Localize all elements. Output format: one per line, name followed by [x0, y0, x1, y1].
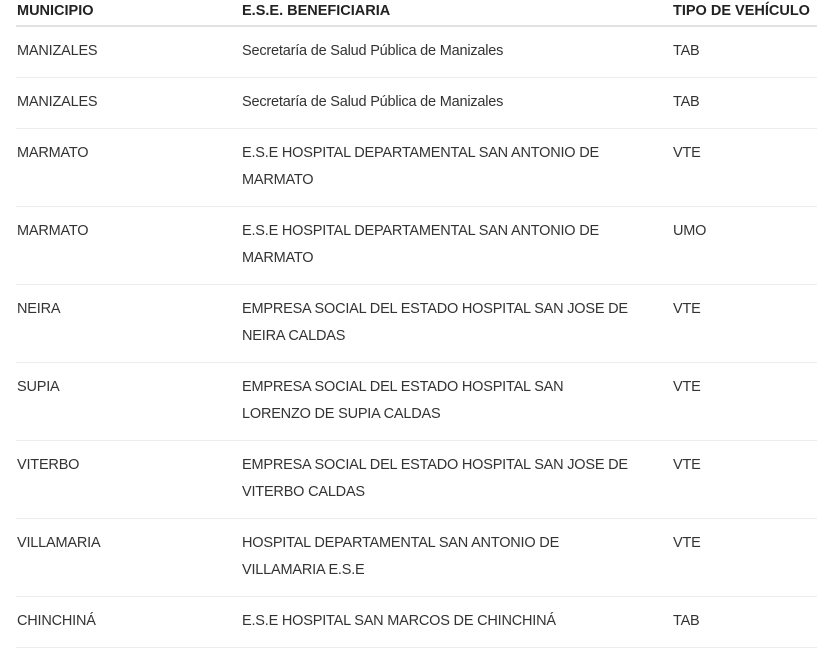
cell-municipio: CHINCHINÁ — [16, 596, 241, 648]
cell-tipo-vehiculo: VTE — [672, 128, 817, 207]
cell-tipo-vehiculo: VTE — [672, 440, 817, 519]
cell-municipio: SUPIA — [16, 362, 241, 441]
beneficiaria-line: NEIRA CALDAS — [242, 328, 346, 344]
beneficiaria-line: EMPRESA SOCIAL DEL ESTADO HOSPITAL SAN — [242, 379, 564, 395]
cell-tipo-vehiculo: VTE — [672, 362, 817, 441]
cell-tipo-vehiculo: TAB — [672, 77, 817, 129]
cell-municipio: MANIZALES — [16, 77, 241, 129]
cell-beneficiaria: EMPRESA SOCIAL DEL ESTADO HOSPITAL SAN LO… — [241, 362, 672, 441]
cell-tipo-vehiculo: TAB — [672, 26, 817, 78]
cell-municipio: VITERBO — [16, 440, 241, 519]
cell-municipio: MARMATO — [16, 128, 241, 207]
table-row: NEIRA EMPRESA SOCIAL DEL ESTADO HOSPITAL … — [16, 284, 817, 363]
cell-beneficiaria: HOSPITAL DEPARTAMENTAL SAN ANTONIO DE VIL… — [241, 518, 672, 597]
table-row: MANIZALES Secretaría de Salud Pública de … — [16, 26, 817, 78]
table-row: VITERBO EMPRESA SOCIAL DEL ESTADO HOSPITA… — [16, 440, 817, 519]
beneficiaria-line: E.S.E HOSPITAL DEPARTAMENTAL SAN ANTONIO… — [242, 223, 599, 239]
cell-beneficiaria: E.S.E HOSPITAL DEPARTAMENTAL SAN ANTONIO… — [241, 206, 672, 285]
beneficiaria-line: E.S.E HOSPITAL SAN MARCOS DE CHINCHINÁ — [242, 613, 556, 629]
cell-municipio: MANIZALES — [16, 26, 241, 78]
beneficiaria-line: E.S.E HOSPITAL DEPARTAMENTAL SAN ANTONIO… — [242, 145, 599, 161]
beneficiaria-line: MARMATO — [242, 172, 314, 188]
cell-beneficiaria: E.S.E HOSPITAL DEPARTAMENTAL SAN ANTONIO… — [241, 128, 672, 207]
table-row: VILLAMARIA HOSPITAL DEPARTAMENTAL SAN ANT… — [16, 518, 817, 597]
table-header-row: MUNICIPIO E.S.E. BENEFICIARIA TIPO DE VE… — [16, 0, 817, 27]
cell-tipo-vehiculo: UMO — [672, 206, 817, 285]
table-row: MARMATO E.S.E HOSPITAL DEPARTAMENTAL SAN … — [16, 206, 817, 285]
cell-tipo-vehiculo: VTE — [672, 518, 817, 597]
cell-beneficiaria: EMPRESA SOCIAL DEL ESTADO HOSPITAL SAN J… — [241, 440, 672, 519]
header-tipo-vehiculo: TIPO DE VEHÍCULO — [672, 0, 817, 27]
cell-municipio: NEIRA — [16, 284, 241, 363]
header-beneficiaria: E.S.E. BENEFICIARIA — [241, 0, 672, 27]
cell-beneficiaria: Secretaría de Salud Pública de Manizales — [241, 26, 672, 78]
cell-beneficiaria: Secretaría de Salud Pública de Manizales — [241, 77, 672, 129]
header-municipio: MUNICIPIO — [16, 0, 241, 27]
cell-tipo-vehiculo: VTE — [672, 284, 817, 363]
table-row: MARMATO E.S.E HOSPITAL DEPARTAMENTAL SAN … — [16, 128, 817, 207]
cell-municipio: VILLAMARIA — [16, 518, 241, 597]
beneficiaria-line: VILLAMARIA E.S.E — [242, 562, 365, 578]
beneficiaria-line: VITERBO CALDAS — [242, 484, 365, 500]
beneficiaria-line: HOSPITAL DEPARTAMENTAL SAN ANTONIO DE — [242, 535, 560, 551]
beneficiaria-line: LORENZO DE SUPIA CALDAS — [242, 406, 441, 422]
beneficiaria-line: EMPRESA SOCIAL DEL ESTADO HOSPITAL SAN J… — [242, 457, 628, 473]
beneficiaria-line: Secretaría de Salud Pública de Manizales — [242, 94, 504, 110]
vehicles-table: MUNICIPIO E.S.E. BENEFICIARIA TIPO DE VE… — [16, 0, 817, 648]
table-row: MANIZALES Secretaría de Salud Pública de … — [16, 77, 817, 129]
beneficiaria-line: EMPRESA SOCIAL DEL ESTADO HOSPITAL SAN J… — [242, 301, 628, 317]
beneficiaria-line: Secretaría de Salud Pública de Manizales — [242, 43, 504, 59]
beneficiaria-line: MARMATO — [242, 250, 314, 266]
cell-beneficiaria: EMPRESA SOCIAL DEL ESTADO HOSPITAL SAN J… — [241, 284, 672, 363]
table-row: SUPIA EMPRESA SOCIAL DEL ESTADO HOSPITAL … — [16, 362, 817, 441]
cell-municipio: MARMATO — [16, 206, 241, 285]
